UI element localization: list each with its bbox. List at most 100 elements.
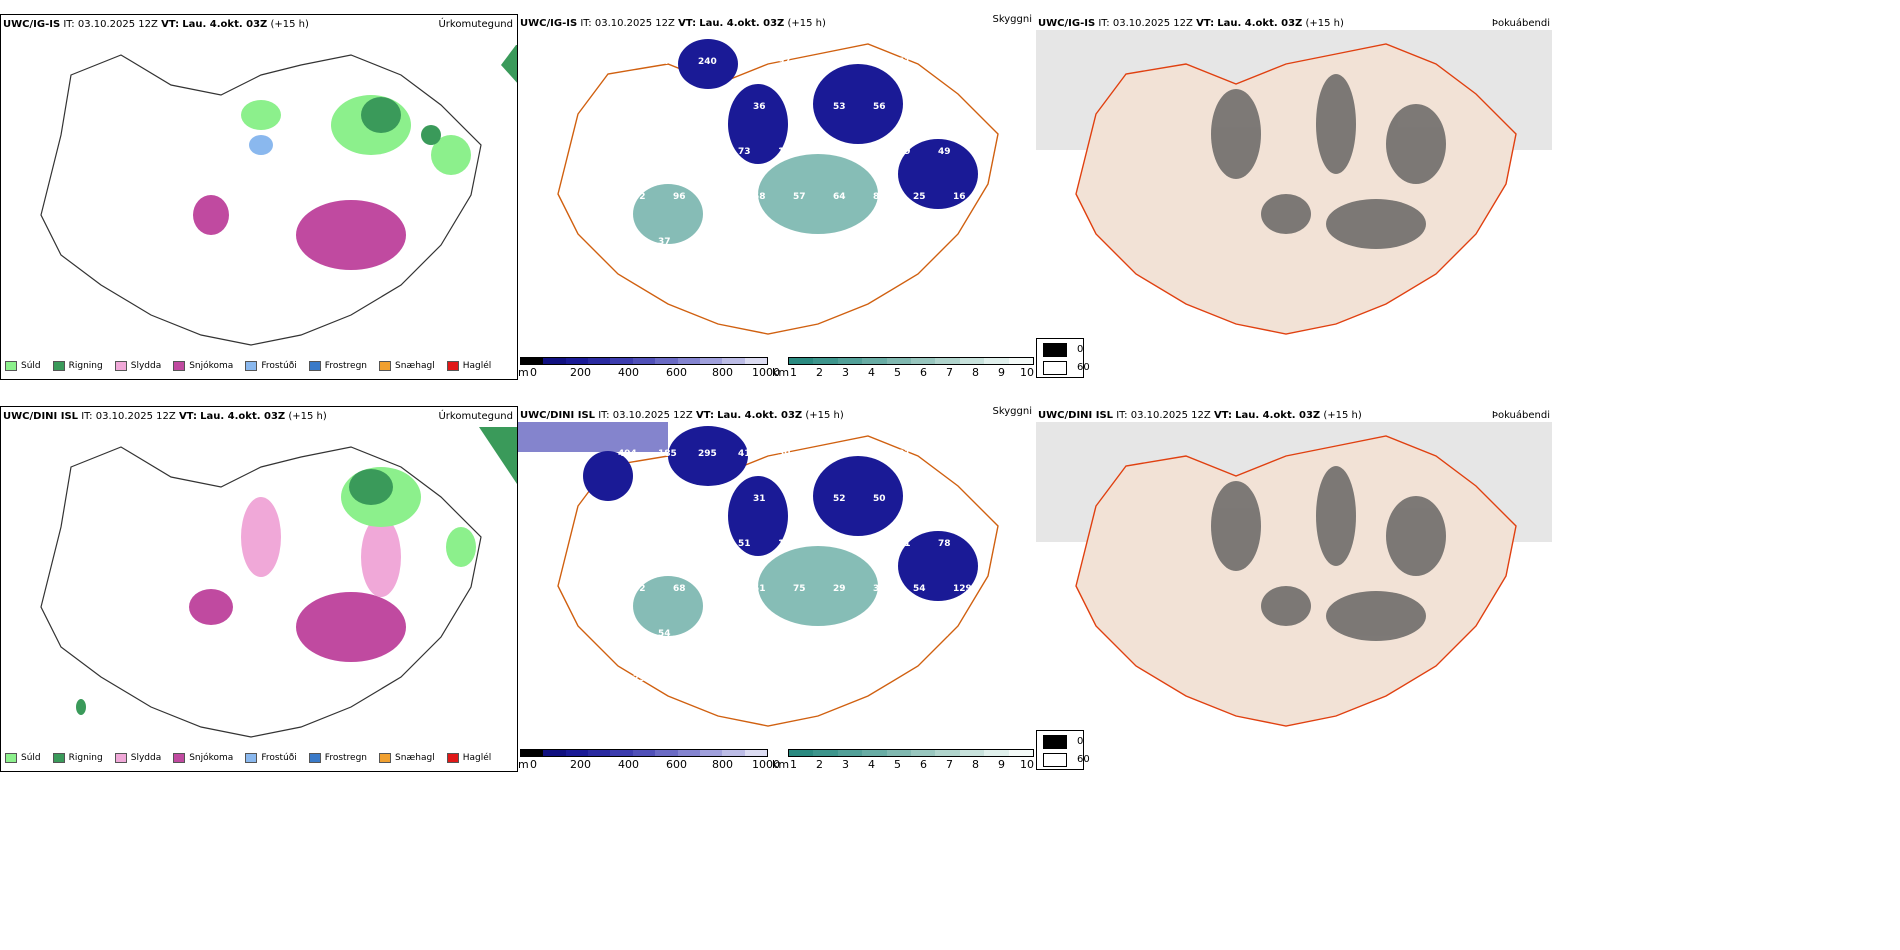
visibility-panel-bottom: 494 185 295 416 50 46 35 31 29 36 45 50 31 38 52 50 43 40… — [518, 406, 1036, 772]
visibility-value-label: 37 — [658, 237, 671, 247]
visibility-map-bottom: 494 185 295 416 50 46 35 31 29 36 45 50 31 38 52 50 43 40… — [518, 422, 999, 727]
colorbar-step — [862, 750, 887, 756]
colorbar-step — [588, 750, 611, 756]
colorbar-step — [984, 358, 1009, 364]
legend-item: Snjókoma — [173, 361, 233, 371]
visibility-value-label: 147 — [778, 237, 797, 247]
visibility-value-label: 61 — [738, 237, 751, 247]
visibility-km-colorbar — [788, 357, 1034, 365]
visibility-km-labels: km 1 2 3 4 5 6 7 8 9 10 — [772, 366, 1034, 379]
legend-item: Súld — [5, 361, 41, 371]
colorbar-step — [1008, 750, 1034, 756]
visibility-value-label: 73 — [818, 57, 831, 67]
panel-header: UWC/IG-IS IT: 03.10.2025 12Z VT: Lau. 4.… — [3, 19, 309, 30]
visibility-value-label: 46 — [778, 629, 791, 639]
colorbar-step — [677, 750, 700, 756]
visibility-value-label: 43 — [913, 102, 926, 112]
visibility-value-label: 36 — [633, 494, 646, 504]
legend-item: Haglél — [446, 753, 491, 763]
visibility-value-label: 33 — [618, 147, 631, 157]
visibility-value-label: 45 — [673, 494, 686, 504]
colorbar-step — [744, 750, 767, 756]
visibility-value-label: 36 — [753, 102, 766, 112]
visibility-value-label: 494 — [618, 449, 637, 459]
colorbar-step — [565, 358, 589, 364]
visibility-value-label: 45 — [713, 102, 726, 112]
colorbar-step — [699, 358, 723, 364]
visibility-value-label: 54 — [913, 584, 926, 594]
visibility-value-label: 72 — [698, 147, 711, 157]
legend-swatch — [1043, 361, 1067, 375]
legend-item: Snæhagl — [379, 361, 435, 371]
legend-item: Súld — [5, 753, 41, 763]
visibility-value-label: 50 — [873, 494, 886, 504]
visibility-value-label: 65 — [858, 629, 871, 639]
precip-panel-bottom: UWC/DINI ISL IT: 03.10.2025 12Z VT: Lau.… — [0, 406, 518, 772]
visibility-value-label: 37 — [873, 584, 886, 594]
colorbar-step — [655, 750, 678, 756]
visibility-value-label: 18 — [858, 237, 871, 247]
colorbar-step — [744, 358, 767, 364]
colorbar-step — [959, 750, 985, 756]
colorbar-step — [935, 358, 960, 364]
legend-item: Slydda — [114, 361, 161, 371]
visibility-value-label: 43 — [858, 539, 871, 549]
visibility-m-colorbar — [520, 357, 768, 365]
colorbar-step — [886, 750, 912, 756]
visibility-value-label: 61 — [618, 629, 631, 639]
colorbar-step — [959, 358, 985, 364]
visibility-value-label: 174 — [658, 57, 677, 67]
visibility-value-label: 35 — [858, 449, 871, 459]
visibility-value-label: 17 — [858, 147, 871, 157]
colorbar-step — [610, 750, 633, 756]
colorbar-step — [813, 358, 838, 364]
visibility-value-label: 80 — [753, 674, 766, 684]
panel-header: UWC/DINI ISL IT: 03.10.2025 12Z VT: Lau.… — [3, 411, 327, 422]
visibility-value-label: 64 — [833, 192, 846, 202]
visibility-value-label: 57 — [793, 192, 806, 202]
visibility-km-colorbar — [788, 749, 1034, 757]
legend-item: Snjókoma — [173, 753, 233, 763]
panel-header: UWC/IG-IS IT: 03.10.2025 12Z VT: Lau. 4.… — [1038, 18, 1344, 29]
visibility-m-labels: m 0 200 400 600 800 1000 — [518, 366, 780, 379]
visibility-value-label: 43 — [913, 494, 926, 504]
visibility-value-label: 51 — [753, 584, 766, 594]
legend-item: Snæhagl — [379, 753, 435, 763]
colorbar-step — [610, 358, 633, 364]
fog-map-top — [1036, 30, 1552, 335]
colorbar-step — [588, 358, 611, 364]
visibility-value-label: 42 — [953, 102, 966, 112]
visibility-value-label: 79 — [633, 674, 646, 684]
visibility-value-label: 49 — [818, 539, 831, 549]
visibility-value-label: 416 — [738, 449, 757, 459]
colorbar-step — [935, 750, 960, 756]
colorbar-step — [1008, 358, 1034, 364]
visibility-value-label: 129 — [953, 584, 972, 594]
visibility-value-label: 62 — [658, 147, 671, 157]
colorbar-step — [789, 750, 814, 756]
colorbar-step — [886, 358, 912, 364]
colorbar-step — [837, 750, 863, 756]
visibility-value-label: 47 — [938, 629, 951, 639]
visibility-value-label: 146 — [793, 674, 812, 684]
visibility-value-label: 50 — [713, 494, 726, 504]
panel-header: UWC/DINI ISL IT: 03.10.2025 12Z VT: Lau.… — [520, 410, 844, 421]
precip-map-bottom — [40, 427, 517, 738]
visibility-value-label: 39 — [898, 147, 911, 157]
visibility-value-label: 31 — [898, 449, 911, 459]
fog-map-bottom — [1036, 422, 1552, 727]
visibility-value-label: 75 — [793, 584, 806, 594]
visibility-value-label: 90 — [738, 629, 751, 639]
visibility-value-label: 52 — [633, 192, 646, 202]
visibility-value-label: 66 — [698, 629, 711, 639]
panel-product-title: Þokuábendi — [1491, 18, 1550, 29]
panel-header: UWC/IG-IS IT: 03.10.2025 12Z VT: Lau. 4.… — [520, 18, 826, 29]
panel-header: UWC/DINI ISL IT: 03.10.2025 12Z VT: Lau.… — [1038, 410, 1362, 421]
panel-product-title: Skyggni — [992, 406, 1032, 417]
visibility-value-label: 53 — [833, 102, 846, 112]
precip-map-top — [40, 45, 517, 346]
visibility-value-label: 84 — [738, 57, 751, 67]
visibility-value-label: 109 — [673, 674, 692, 684]
visibility-value-label: 240 — [698, 57, 717, 67]
visibility-value-label: 49 — [938, 147, 951, 157]
